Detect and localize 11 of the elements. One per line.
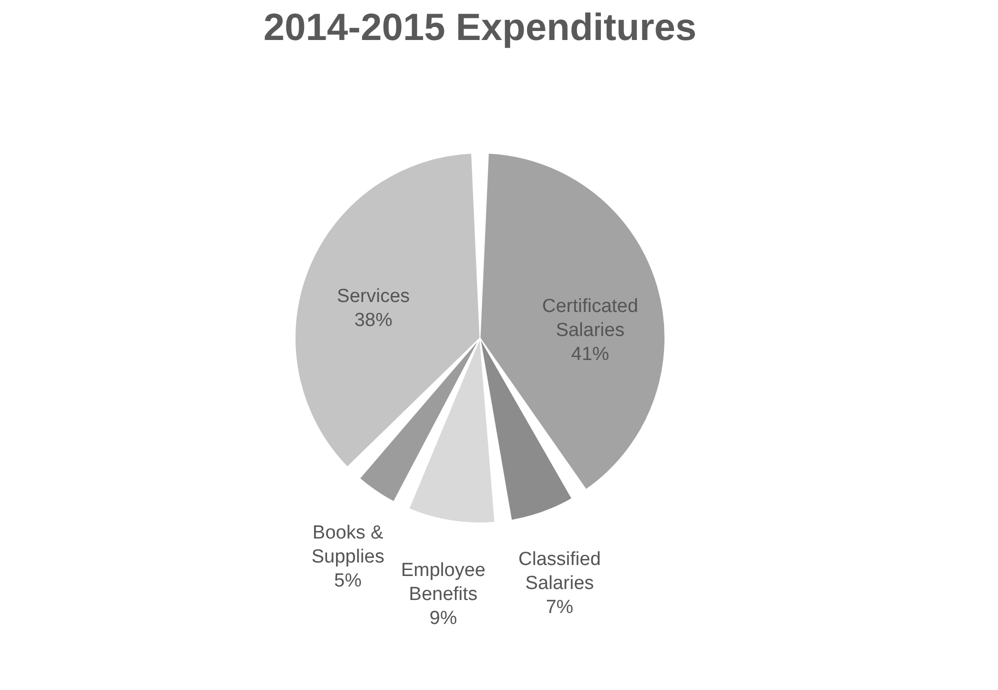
data-label: 9% — [430, 608, 458, 630]
slice-label: Employee Benefits — [400, 560, 486, 606]
data-label: 5% — [334, 570, 362, 592]
slice-label: Books & Supplies — [311, 522, 384, 568]
slice-label: Certificated Salaries — [542, 296, 638, 341]
chart-title: 2014-2015 Expenditures — [263, 7, 697, 49]
data-label: 41% — [571, 344, 610, 365]
data-label: 7% — [546, 597, 574, 618]
slice-label: Services — [336, 286, 410, 307]
slice-label: Classified Salaries — [518, 549, 601, 594]
data-label: 38% — [354, 310, 392, 331]
